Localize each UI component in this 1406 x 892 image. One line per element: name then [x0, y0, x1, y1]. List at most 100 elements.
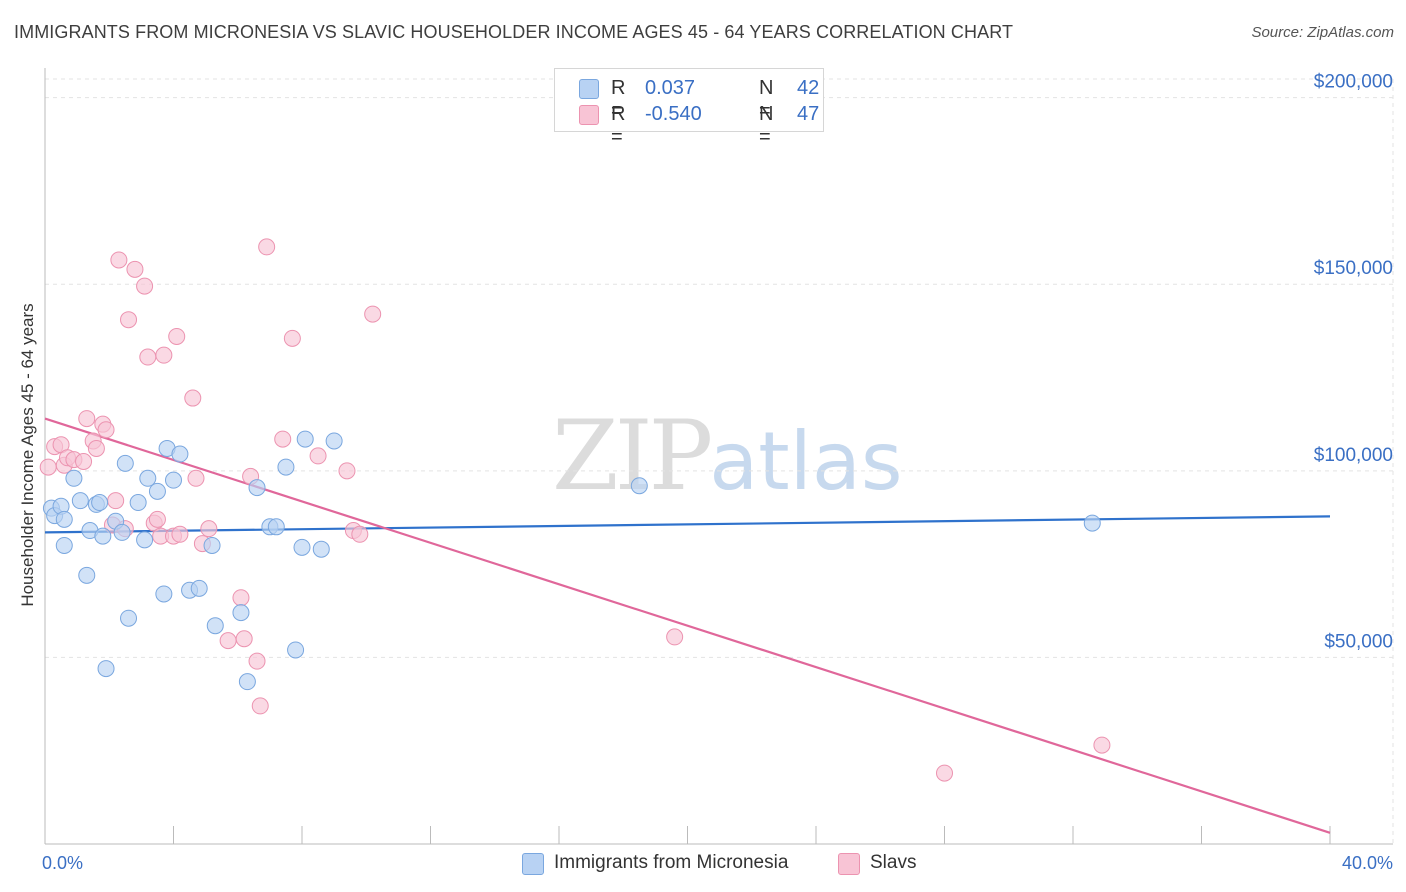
point-slavs	[248, 652, 266, 670]
legend-r-label: R =	[611, 77, 626, 122]
point-micronesia	[165, 471, 182, 489]
legend-swatch-blue	[522, 853, 544, 875]
point-slavs	[168, 327, 186, 345]
legend-r-value: 0.037	[645, 77, 696, 99]
point-slavs	[274, 430, 292, 448]
legend-n-value: 42	[797, 77, 820, 99]
watermark-atlas: atlas	[709, 415, 903, 508]
point-micronesia	[296, 430, 314, 448]
point-slavs	[110, 251, 128, 269]
point-slavs	[235, 630, 253, 648]
point-micronesia	[148, 482, 166, 500]
point-slavs	[120, 311, 138, 329]
point-slavs	[139, 348, 157, 366]
point-slavs	[251, 697, 269, 715]
point-slavs	[148, 510, 166, 528]
source-note: Source: ZipAtlas.com	[1251, 24, 1394, 41]
point-slavs	[136, 277, 154, 295]
point-micronesia	[267, 518, 285, 536]
point-micronesia	[248, 479, 266, 497]
point-micronesia	[136, 531, 154, 549]
axes	[44, 68, 1393, 845]
point-micronesia	[155, 585, 173, 603]
point-slavs	[184, 389, 202, 407]
point-micronesia	[277, 458, 295, 476]
legend-n-label: N =	[759, 103, 774, 148]
point-slavs	[936, 764, 953, 782]
point-micronesia	[65, 469, 83, 487]
point-micronesia	[120, 609, 138, 627]
point-slavs	[155, 346, 173, 364]
y-tick-label: $200,000	[1314, 72, 1393, 93]
point-slavs	[78, 410, 96, 428]
stats-legend: R = 0.037 N = 42 R = -0.540 N = 47	[554, 68, 824, 148]
point-micronesia	[287, 641, 305, 659]
data-points	[39, 238, 1111, 782]
legend-label-slavs: Slavs	[870, 852, 917, 873]
point-slavs	[219, 632, 237, 650]
watermark: ZIPatlas	[552, 400, 903, 512]
point-slavs	[171, 525, 189, 543]
point-micronesia	[238, 673, 256, 691]
point-micronesia	[129, 494, 147, 512]
x-tick-label-min: 0.0%	[42, 853, 83, 873]
point-micronesia	[91, 494, 109, 512]
point-micronesia	[293, 538, 311, 556]
point-micronesia	[139, 469, 157, 487]
point-slavs	[87, 439, 105, 457]
point-slavs	[666, 628, 684, 646]
point-slavs	[200, 520, 218, 538]
point-micronesia	[78, 566, 96, 584]
legend-n-label: N =	[759, 77, 774, 122]
watermark-zip: ZIP	[552, 400, 713, 512]
legend-label-micronesia: Immigrants from Micronesia	[554, 852, 789, 873]
point-micronesia	[203, 536, 221, 554]
point-slavs	[351, 525, 369, 543]
point-micronesia	[116, 454, 134, 472]
trend-lines	[44, 417, 1331, 834]
point-slavs	[39, 458, 57, 476]
legend-swatch-pink	[838, 853, 860, 875]
point-slavs	[283, 329, 301, 347]
x-tick-label-max: 40.0%	[1342, 853, 1393, 873]
point-micronesia	[190, 579, 208, 597]
point-slavs	[258, 238, 276, 256]
legend-r-value: -0.540	[645, 103, 702, 125]
point-micronesia	[94, 527, 112, 545]
point-slavs	[97, 421, 115, 439]
legend-n-value: 47	[797, 103, 820, 125]
legend-r-label: R =	[611, 103, 626, 148]
chart-title: IMMIGRANTS FROM MICRONESIA VS SLAVIC HOU…	[14, 22, 1014, 42]
point-slavs	[364, 305, 382, 323]
point-slavs	[309, 447, 327, 465]
trend-line-slavs	[44, 417, 1331, 834]
legend-swatch-blue	[579, 79, 599, 99]
tick-labels: $50,000 $100,000 $150,000 $200,000 0.0% 40.0%	[42, 72, 1393, 873]
point-slavs	[187, 469, 205, 487]
point-micronesia	[206, 617, 224, 635]
point-micronesia	[55, 536, 73, 554]
point-micronesia	[630, 477, 648, 495]
point-micronesia	[113, 523, 131, 541]
point-micronesia	[1083, 514, 1101, 532]
legend-swatch-pink	[579, 105, 599, 125]
grid-lines	[45, 78, 1395, 844]
point-slavs	[338, 462, 356, 480]
point-micronesia	[312, 540, 330, 558]
y-axis-title: Householder Income Ages 45 - 64 years	[18, 303, 37, 607]
y-tick-label: $100,000	[1314, 445, 1393, 466]
point-micronesia	[71, 492, 89, 510]
point-slavs	[232, 589, 250, 607]
point-slavs	[1093, 736, 1111, 754]
point-micronesia	[232, 604, 250, 622]
point-slavs	[107, 492, 125, 510]
point-micronesia	[171, 445, 189, 463]
trend-line-micronesia	[44, 515, 1331, 534]
y-tick-label: $50,000	[1324, 631, 1393, 652]
point-micronesia	[325, 432, 343, 450]
point-slavs	[126, 260, 144, 278]
point-slavs	[75, 453, 93, 470]
y-tick-label: $150,000	[1314, 258, 1393, 279]
point-micronesia	[55, 510, 73, 528]
